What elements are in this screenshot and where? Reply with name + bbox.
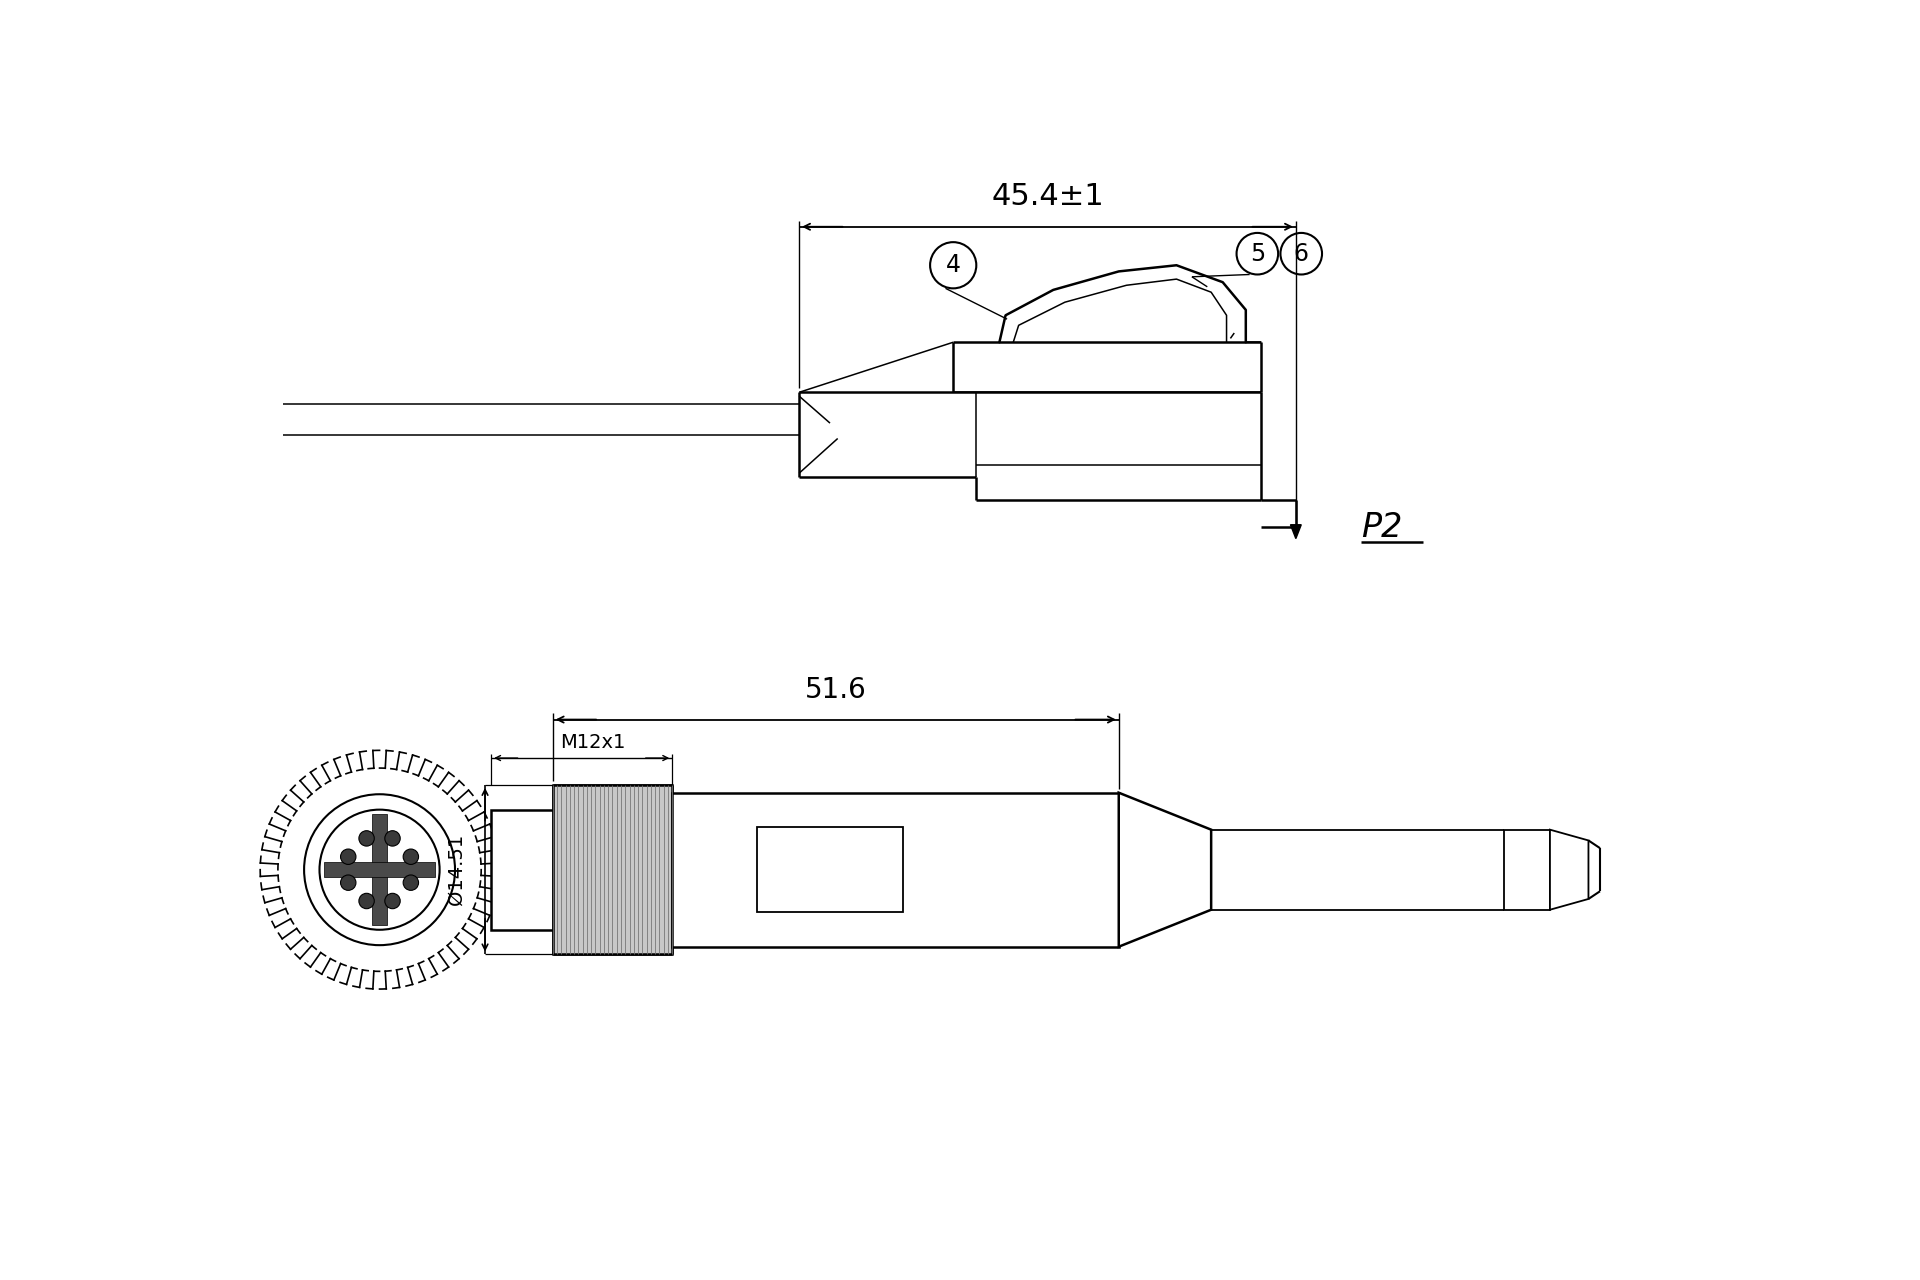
Text: 4: 4 <box>947 253 960 278</box>
Text: 51.6: 51.6 <box>804 676 866 704</box>
Text: 6: 6 <box>1294 242 1309 266</box>
Circle shape <box>403 876 419 891</box>
Bar <box>372 814 388 925</box>
Circle shape <box>359 831 374 846</box>
Circle shape <box>359 893 374 909</box>
Circle shape <box>384 893 399 909</box>
Circle shape <box>403 849 419 864</box>
Text: P2: P2 <box>1361 511 1404 544</box>
Circle shape <box>340 876 355 891</box>
Bar <box>672 792 1119 947</box>
Polygon shape <box>1503 829 1549 910</box>
Circle shape <box>384 831 399 846</box>
Bar <box>553 785 672 955</box>
Polygon shape <box>1549 829 1588 910</box>
Polygon shape <box>1290 525 1302 539</box>
Bar <box>492 810 553 929</box>
Text: Ø14.51: Ø14.51 <box>447 835 467 905</box>
Text: 5: 5 <box>1250 242 1265 266</box>
Bar <box>756 827 902 913</box>
Text: 45.4±1: 45.4±1 <box>991 182 1104 211</box>
Circle shape <box>340 849 355 864</box>
Polygon shape <box>1119 792 1212 947</box>
Text: M12x1: M12x1 <box>561 733 626 751</box>
Bar <box>324 861 436 877</box>
